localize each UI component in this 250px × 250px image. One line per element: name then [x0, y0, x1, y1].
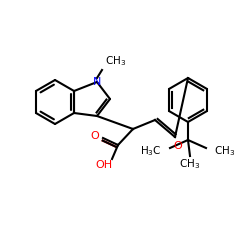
Text: O: O — [90, 131, 100, 141]
Text: CH$_3$: CH$_3$ — [105, 54, 126, 68]
Text: H$_3$C: H$_3$C — [140, 144, 162, 158]
Text: O: O — [174, 141, 182, 151]
Text: OH: OH — [96, 160, 112, 170]
Text: N: N — [93, 77, 101, 87]
Text: CH$_3$: CH$_3$ — [214, 144, 235, 158]
Text: CH$_3$: CH$_3$ — [180, 157, 201, 171]
